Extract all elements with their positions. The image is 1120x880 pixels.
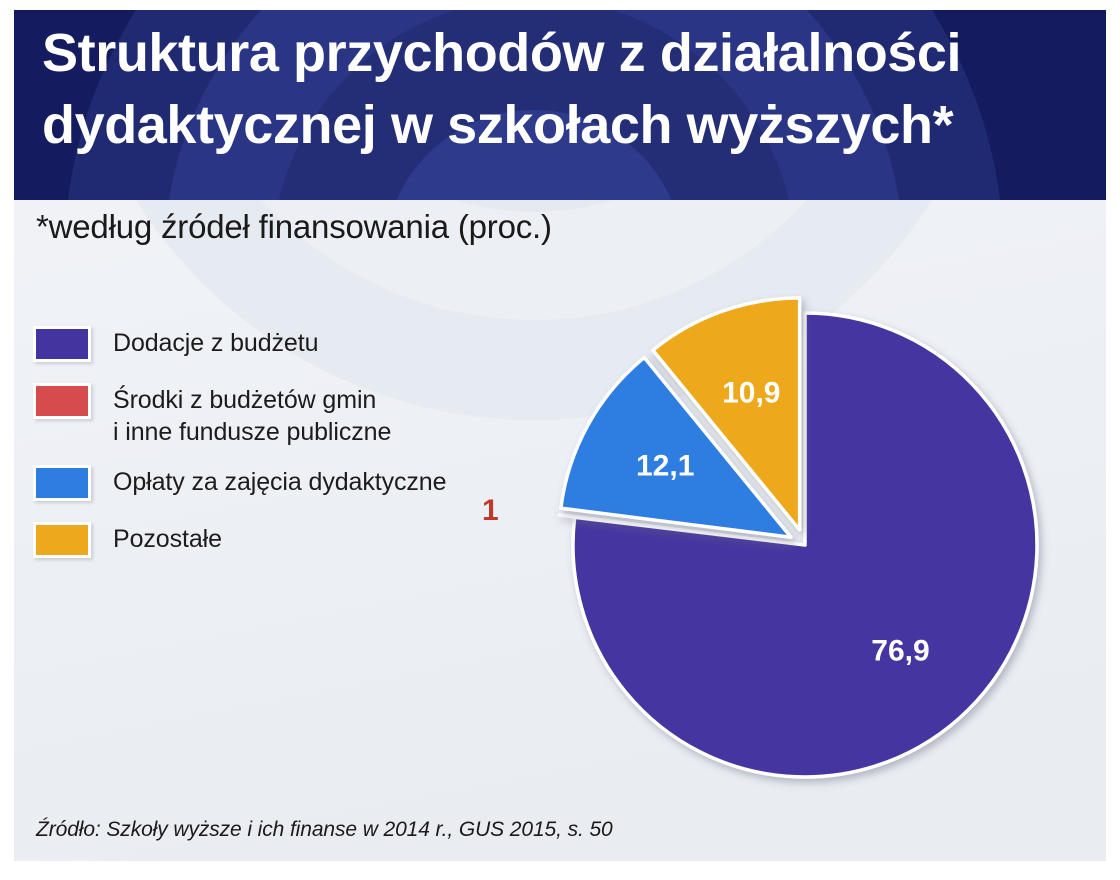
pie-slice <box>559 355 793 539</box>
pie-slices <box>557 296 1039 779</box>
pie-slice-value-label: 76,9 <box>871 635 929 668</box>
pie-slice <box>651 296 802 532</box>
color-swatch <box>36 386 88 416</box>
color-swatch <box>36 329 88 359</box>
legend-item-srodki-gmin: Środki z budżetów gmin i inne fundusze p… <box>33 383 503 448</box>
legend-label-srodki-gmin: Środki z budżetów gmin i inne fundusze p… <box>113 386 392 446</box>
header-banner: Struktura przychodów z działalności dyda… <box>14 10 1106 200</box>
source-note: Źródło: Szkoły wyższe i ich finanse w 20… <box>36 818 613 841</box>
legend: Dodacje z budżetu Środki z budżetów gmin… <box>33 326 503 579</box>
pie-value-labels: 76,9 0,1 12,1 10,9 <box>480 376 930 667</box>
pie-chart-svg: 76,9 0,1 12,1 10,9 <box>480 296 1039 779</box>
subtitle: *według źródeł finansowania (proc.) <box>36 208 552 245</box>
legend-item-oplaty: Opłaty za zajęcia dydaktyczne <box>33 465 503 501</box>
legend-label-pozostale: Pozostałe <box>113 525 222 553</box>
legend-swatch-pozostale <box>33 522 91 558</box>
pie-slice-value-label: 10,9 <box>722 376 780 409</box>
legend-swatch-oplaty <box>33 465 91 501</box>
header-watermark <box>14 10 1106 200</box>
legend-swatch-srodki-gmin <box>33 383 91 419</box>
pie-chart: 76,9 0,1 12,1 10,9 <box>480 260 1080 830</box>
legend-label-oplaty: Opłaty za zajęcia dydaktyczne <box>113 468 447 496</box>
color-swatch <box>36 468 88 498</box>
legend-item-pozostale: Pozostałe <box>33 522 503 558</box>
page-title: Struktura przychodów z działalności dyda… <box>42 23 962 155</box>
legend-item-dotacje: Dodacje z budżetu <box>33 326 503 362</box>
legend-label-dotacje: Dodacje z budżetu <box>113 329 319 357</box>
pie-slice-value-label: 0,1 <box>480 494 499 527</box>
color-swatch <box>36 525 88 555</box>
pie-slice-value-label: 12,1 <box>636 450 694 483</box>
pie-slice <box>557 512 791 545</box>
legend-swatch-dotacje <box>33 326 91 362</box>
pie-slice <box>571 311 1039 779</box>
